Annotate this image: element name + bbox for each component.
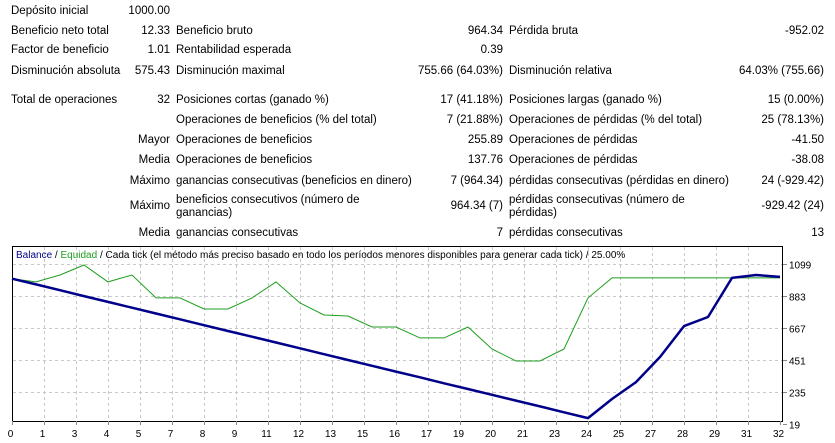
y-tick-label: 235 bbox=[789, 389, 806, 400]
legend: Balance / Equidad / Cada tick (el método… bbox=[16, 250, 625, 261]
x-tick-label: 31 bbox=[741, 429, 753, 440]
report-value: 137.76 bbox=[467, 154, 503, 166]
report-value: 7 (21.88%) bbox=[446, 114, 503, 126]
x-tick-label: 4 bbox=[104, 429, 110, 440]
report-value: 17 (41.18%) bbox=[440, 94, 503, 106]
legend-balance: Balance bbox=[16, 250, 53, 261]
report-value: Máximo bbox=[129, 175, 170, 187]
x-tick-label: 0 bbox=[8, 429, 14, 440]
report-label: Operaciones de beneficios bbox=[176, 154, 313, 166]
x-tick-label: 29 bbox=[709, 429, 721, 440]
x-tick-label: 19 bbox=[453, 429, 465, 440]
report-value: 64.03% (755.66) bbox=[738, 65, 824, 77]
report-value: -38.08 bbox=[791, 154, 824, 166]
report-value: -929.42 (24) bbox=[761, 200, 824, 212]
report-value: 7 (964.34) bbox=[450, 175, 503, 187]
report-value: 15 (0.00%) bbox=[767, 94, 824, 106]
report-value: -952.02 bbox=[784, 25, 824, 37]
report-label: ganancias consecutivas (beneficios en di… bbox=[176, 175, 412, 187]
report-label: Operaciones de beneficios (% del total) bbox=[176, 114, 377, 126]
x-tick-label: 7 bbox=[168, 429, 174, 440]
report-label: Operaciones de beneficios bbox=[176, 134, 313, 146]
x-tick-label: 3 bbox=[72, 429, 78, 440]
x-tick-label: 9 bbox=[232, 429, 238, 440]
x-tick-label: 15 bbox=[357, 429, 369, 440]
report-label: Factor de beneficio bbox=[11, 44, 109, 56]
report-label: Posiciones cortas (ganado %) bbox=[176, 94, 329, 106]
report-value: 255.89 bbox=[467, 134, 503, 146]
report-value: 964.34 (7) bbox=[450, 200, 503, 212]
chart-grid bbox=[13, 247, 782, 421]
legend-description: Cada tick (el método más preciso basado … bbox=[106, 250, 626, 261]
report-value: 25 (78.13%) bbox=[761, 114, 824, 126]
report-value: 32 bbox=[157, 94, 170, 106]
y-tick-label: 883 bbox=[789, 293, 806, 304]
x-tick-label: 24 bbox=[581, 429, 593, 440]
x-tick-label: 21 bbox=[517, 429, 529, 440]
report-value: 575.43 bbox=[134, 65, 170, 77]
report-label: Disminución maximal bbox=[176, 65, 285, 77]
x-tick-label: 1 bbox=[40, 429, 46, 440]
report-value: 0.39 bbox=[480, 44, 503, 56]
report-value: 1.01 bbox=[147, 44, 170, 56]
x-tick-label: 11 bbox=[261, 429, 272, 440]
report-label: Rentabilidad esperada bbox=[176, 44, 292, 56]
report-value: 12.33 bbox=[141, 25, 170, 37]
legend-equity: Equidad bbox=[60, 250, 97, 261]
report-label: Operaciones de pérdidas bbox=[509, 154, 638, 166]
report-value: Máximo bbox=[129, 200, 170, 212]
report-label: Disminución absoluta bbox=[11, 65, 121, 77]
y-tick-label: 667 bbox=[789, 325, 806, 336]
report-value: 7 bbox=[496, 227, 503, 239]
x-tick-label: 16 bbox=[389, 429, 401, 440]
report-value: -41.50 bbox=[791, 134, 824, 146]
x-tick-label: 5 bbox=[136, 429, 142, 440]
report-label: pérdidas consecutivas bbox=[509, 227, 623, 239]
x-tick-label: 17 bbox=[421, 429, 433, 440]
report-value: Media bbox=[138, 227, 170, 239]
report-value: Media bbox=[138, 154, 170, 166]
report-value: 24 (-929.42) bbox=[761, 175, 824, 187]
report-value: 1000.00 bbox=[128, 5, 170, 17]
x-tick-label: 8 bbox=[200, 429, 206, 440]
y-tick-label: 1099 bbox=[789, 261, 812, 272]
x-tick-label: 12 bbox=[293, 429, 305, 440]
report-label: Operaciones de pérdidas (% del total) bbox=[509, 114, 703, 126]
x-tick-label: 27 bbox=[645, 429, 657, 440]
legend-sep: / bbox=[97, 250, 105, 261]
report-label: Posiciones largas (ganado %) bbox=[509, 94, 662, 106]
x-tick-label: 13 bbox=[325, 429, 337, 440]
report-label: Total de operaciones bbox=[11, 94, 118, 106]
x-tick-label: 32 bbox=[773, 429, 785, 440]
legend-sep: / bbox=[52, 250, 60, 261]
x-tick-label: 28 bbox=[677, 429, 689, 440]
report-label: Beneficio neto total bbox=[11, 25, 109, 37]
report-label: Disminución relativa bbox=[509, 65, 612, 77]
report-label: Operaciones de pérdidas bbox=[509, 134, 638, 146]
report-label: Pérdida bruta bbox=[509, 25, 579, 37]
x-tick-label: 23 bbox=[549, 429, 561, 440]
balance-equity-chart: Balance / Equidad / Cada tick (el método… bbox=[8, 246, 812, 440]
report-value: Mayor bbox=[138, 134, 170, 146]
report-label: Depósito inicial bbox=[11, 5, 89, 17]
x-tick-label: 25 bbox=[613, 429, 625, 440]
report-value: 755.66 (64.03%) bbox=[417, 65, 503, 77]
report-label: beneficios consecutivos (número de ganan… bbox=[176, 194, 360, 219]
report-value: 964.34 bbox=[467, 25, 503, 37]
x-tick-label: 20 bbox=[485, 429, 497, 440]
report-label: pérdidas consecutivas (pérdidas en diner… bbox=[509, 175, 729, 187]
report-label: Beneficio bruto bbox=[176, 25, 253, 37]
y-tick-label: 451 bbox=[789, 357, 806, 368]
report-label: pérdidas consecutivas (número de pérdida… bbox=[509, 194, 685, 219]
y-tick-label: 19 bbox=[789, 421, 801, 432]
chart-frame bbox=[12, 246, 783, 422]
report-label: ganancias consecutivas bbox=[176, 227, 299, 239]
report-value: 13 bbox=[811, 227, 824, 239]
